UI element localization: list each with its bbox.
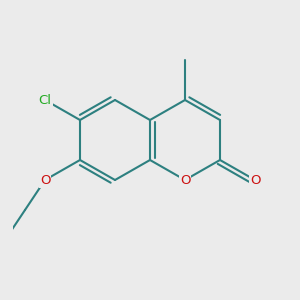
Text: Cl: Cl xyxy=(38,94,52,106)
Text: O: O xyxy=(180,173,190,187)
Text: O: O xyxy=(40,173,50,187)
Text: O: O xyxy=(250,173,260,187)
